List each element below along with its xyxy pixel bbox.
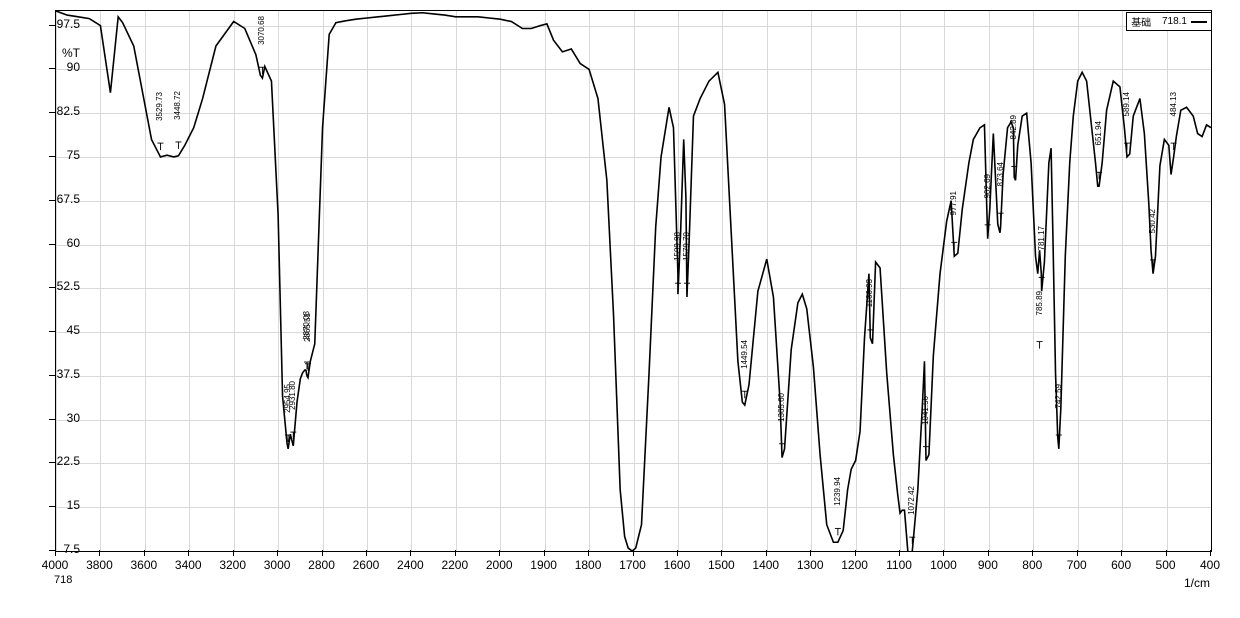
peak-label: 2931.80: [288, 381, 297, 410]
peak-label: 2870.08: [302, 311, 311, 340]
y-axis-unit: %T: [62, 46, 80, 60]
peak-label: 1599.98: [673, 232, 682, 261]
x-tick-label: 1400: [750, 558, 782, 572]
x-tick-label: 3000: [261, 558, 293, 572]
x-tick-label: 1200: [839, 558, 871, 572]
legend: 基础 718.1: [1126, 12, 1212, 31]
x-tick-label: 400: [1194, 558, 1226, 572]
x-tick-label: 1900: [528, 558, 560, 572]
peak-label: 781.17: [1037, 226, 1046, 250]
peak-label: 3448.72: [173, 91, 182, 120]
x-tick-label: 1500: [705, 558, 737, 572]
peak-label: 1072.42: [907, 486, 916, 515]
x-tick-label: 900: [972, 558, 1004, 572]
x-tick-label: 3800: [83, 558, 115, 572]
peak-label: 1166.93: [865, 279, 874, 307]
peak-label: 873.64: [996, 162, 1005, 186]
x-tick-label: 1600: [661, 558, 693, 572]
x-tick-label: 500: [1150, 558, 1182, 572]
peak-label: 651.94: [1094, 121, 1103, 145]
plot-svg: [56, 11, 1211, 551]
peak-label: 977.91: [949, 191, 958, 215]
peak-label: 1365.60: [777, 393, 786, 422]
x-tick-label: 1800: [572, 558, 604, 572]
x-tick-label: 3400: [172, 558, 204, 572]
x-tick-label: 4000: [39, 558, 71, 572]
y-tick-label: 37.5: [57, 367, 80, 381]
peak-label: 589.14: [1122, 92, 1131, 116]
y-tick-label: 82.5: [57, 104, 80, 118]
peak-label: 484.13: [1169, 92, 1178, 116]
peak-label: 1239.94: [833, 477, 842, 506]
peak-label: 902.69: [983, 174, 992, 198]
ir-spectrum-plot: [55, 10, 1212, 552]
peak-label: 1449.54: [740, 340, 749, 369]
x-tick-label: 800: [1016, 558, 1048, 572]
x-tick-label: 600: [1105, 558, 1137, 572]
spectrum-line: [56, 11, 1211, 551]
y-tick-label: 97.5: [57, 17, 80, 31]
peak-label: 842.89: [1009, 115, 1018, 139]
x-tick-label: 3600: [128, 558, 160, 572]
y-tick-label: 30: [67, 411, 80, 425]
peak-label: 742.59: [1054, 384, 1063, 408]
legend-label: 基础: [1131, 14, 1151, 29]
peak-label: 1579.70: [682, 232, 691, 261]
y-tick-label: 90: [67, 60, 80, 74]
y-tick-label: 22.5: [57, 454, 80, 468]
y-tick-label: 60: [67, 236, 80, 250]
y-tick-label: 67.5: [57, 192, 80, 206]
legend-swatch: [1191, 21, 1207, 23]
x-tick-label: 1300: [794, 558, 826, 572]
x-tick-label: 1000: [927, 558, 959, 572]
x-axis-unit: 1/cm: [1184, 576, 1210, 590]
peak-label: 3070.68: [257, 16, 266, 45]
x-tick-label: 1100: [883, 558, 915, 572]
x-tick-label: 2800: [306, 558, 338, 572]
sample-number-label: 718: [54, 574, 72, 586]
y-tick-label: 45: [67, 323, 80, 337]
peak-label: 3529.73: [155, 92, 164, 121]
peak-label: 530.42: [1148, 209, 1157, 233]
y-tick-label: 75: [67, 148, 80, 162]
x-tick-label: 2200: [439, 558, 471, 572]
x-tick-label: 3200: [217, 558, 249, 572]
y-tick-label: 15: [67, 498, 80, 512]
y-tick-label: 52.5: [57, 279, 80, 293]
peak-label: 785.89: [1035, 291, 1044, 315]
x-tick-label: 2400: [394, 558, 426, 572]
x-tick-label: 2000: [483, 558, 515, 572]
x-tick-label: 700: [1061, 558, 1093, 572]
x-tick-label: 2600: [350, 558, 382, 572]
legend-sample-id: 718.1: [1162, 16, 1187, 27]
peak-label: 1041.56: [921, 396, 930, 425]
x-tick-label: 1700: [617, 558, 649, 572]
